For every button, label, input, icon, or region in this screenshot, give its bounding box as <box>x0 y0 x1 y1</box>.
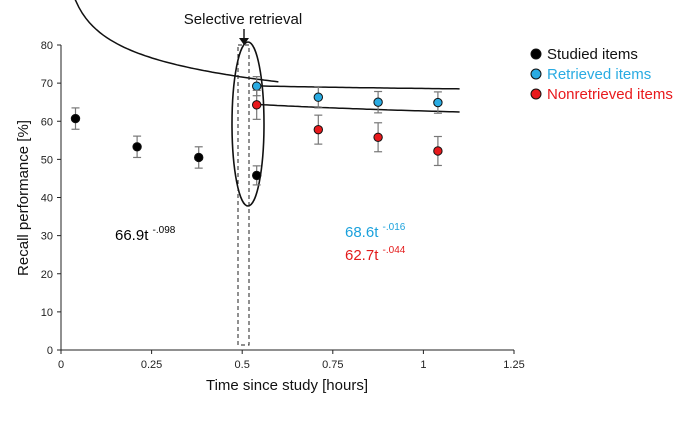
y-tick-label: 80 <box>41 40 53 52</box>
legend: Studied items Retrieved items Nonretrieved… <box>530 46 673 103</box>
data-point <box>132 142 142 152</box>
y-tick-label: 0 <box>47 345 53 357</box>
fit-curve <box>253 103 460 113</box>
x-tick-label: 1 <box>420 359 426 371</box>
equation-exponent: -.098 <box>153 225 176 236</box>
equation-exponent: -.044 <box>383 245 406 256</box>
y-tick-label: 20 <box>41 269 53 281</box>
annotation-text: Selective retrieval <box>184 11 302 28</box>
selective-retrieval-box <box>237 44 250 346</box>
data-point <box>70 113 81 124</box>
data-points <box>70 76 443 186</box>
equation-exponent: -.016 <box>383 222 406 233</box>
selective-retrieval-ellipse <box>231 41 265 207</box>
data-point <box>194 152 204 163</box>
legend-label: Studied items <box>547 46 638 63</box>
y-tick-label: 30 <box>41 231 53 243</box>
x-tick-label: 1.25 <box>503 359 524 371</box>
x-tick-label: 0.25 <box>141 359 162 371</box>
data-point <box>373 132 383 142</box>
data-point <box>251 100 262 110</box>
x-axis-title: Time since study [hours] <box>206 377 368 394</box>
equations: 66.9t -.098 68.6t -.016 62.7t -.044 <box>115 222 406 264</box>
annotation-arrow-head <box>239 38 249 45</box>
data-point <box>313 124 324 135</box>
data-point <box>313 92 324 102</box>
equation-base: 66.9t <box>115 227 153 244</box>
data-point <box>433 97 443 108</box>
fit-curve <box>74 0 279 83</box>
fit-curve <box>253 85 460 90</box>
x-tick-label: 0 <box>58 359 64 371</box>
y-tick-label: 60 <box>41 116 53 128</box>
legend-marker <box>530 48 542 60</box>
data-point <box>251 81 262 91</box>
y-tick-label: 70 <box>41 78 53 90</box>
equation-base: 68.6t <box>345 224 383 241</box>
equation-label: 62.7t -.044 <box>345 245 406 264</box>
legend-marker <box>530 88 542 100</box>
y-axis-title: Recall performance [%] <box>15 120 32 276</box>
x-tick-label: 0.5 <box>235 359 250 371</box>
data-point <box>433 146 443 156</box>
fit-curves <box>74 0 460 113</box>
data-point <box>373 97 383 107</box>
equation-label: 68.6t -.016 <box>345 222 406 241</box>
legend-label: Retrieved items <box>547 66 651 83</box>
y-tick-label: 40 <box>41 193 53 205</box>
legend-marker <box>530 68 542 80</box>
legend-label: Nonretrieved items <box>547 86 673 103</box>
x-tick-label: 0.75 <box>322 359 343 371</box>
y-tick-label: 10 <box>41 307 53 319</box>
y-tick-label: 50 <box>41 154 53 166</box>
equation-label: 66.9t -.098 <box>115 225 176 244</box>
equation-base: 62.7t <box>345 247 383 264</box>
data-point <box>251 170 262 181</box>
axis-ticks: 0 10 20 30 40 50 60 70 80 0 0.25 0.5 0.75 1 1.25 <box>41 40 525 371</box>
